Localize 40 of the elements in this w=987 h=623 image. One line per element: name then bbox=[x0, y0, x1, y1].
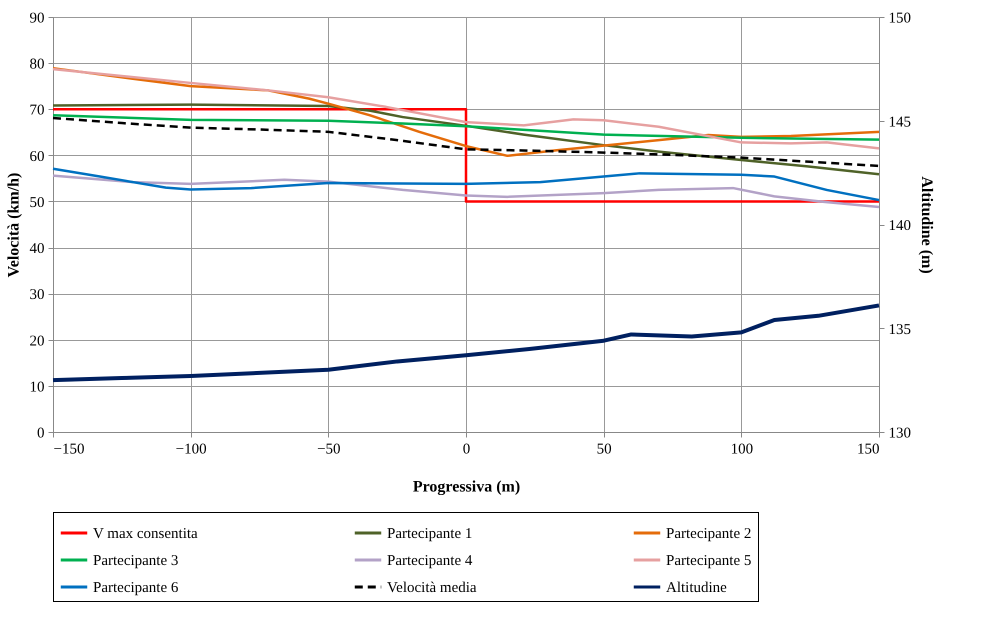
line-series bbox=[51, 303, 881, 382]
y2-tick-label: 150 bbox=[888, 10, 911, 26]
x-tick-label: −150 bbox=[54, 442, 84, 458]
y-tick-label: 60 bbox=[30, 148, 44, 165]
x-tick-label: −50 bbox=[317, 442, 341, 458]
y-tick-label: 90 bbox=[30, 10, 44, 26]
line-series bbox=[52, 174, 880, 208]
y-axis-title: Velocità (km/h) bbox=[6, 172, 22, 278]
y-tick-label: 0 bbox=[37, 426, 44, 442]
line-series bbox=[52, 116, 880, 168]
y2-tick-label: 145 bbox=[888, 114, 911, 130]
y2-tick-label: 130 bbox=[888, 426, 911, 442]
legend-label: V max consentita bbox=[93, 526, 198, 542]
legend-label: Partecipante 2 bbox=[666, 526, 752, 542]
legend-label: Partecipante 6 bbox=[93, 580, 179, 596]
y-tick-label: 10 bbox=[30, 379, 44, 396]
legend-label: Velocità media bbox=[387, 580, 477, 596]
legend-label: Partecipante 5 bbox=[666, 553, 752, 569]
y-tick-label: 20 bbox=[30, 333, 44, 350]
y2-tick-label: 135 bbox=[888, 322, 911, 338]
line-series bbox=[52, 103, 880, 176]
x-tick-label: 150 bbox=[857, 442, 880, 458]
y-tick-label: 30 bbox=[30, 287, 44, 304]
y2-axis-title: Altitudine (m) bbox=[918, 176, 935, 274]
y-tick-label: 80 bbox=[30, 56, 44, 73]
line-series bbox=[52, 167, 880, 202]
x-axis-title: Progressiva (m) bbox=[412, 478, 520, 496]
legend-label: Partecipante 3 bbox=[93, 553, 178, 569]
y2-tick-label: 140 bbox=[888, 218, 911, 234]
legend-label: Altitudine bbox=[666, 580, 728, 596]
y-tick-label: 40 bbox=[30, 241, 44, 258]
x-tick-label: 50 bbox=[596, 442, 612, 458]
x-tick-label: 100 bbox=[730, 442, 754, 458]
x-tick-label: −100 bbox=[176, 442, 207, 458]
legend-label: Partecipante 1 bbox=[387, 526, 472, 542]
legend-label: Partecipante 4 bbox=[387, 553, 473, 569]
x-tick-label: 0 bbox=[462, 442, 470, 458]
line-series bbox=[52, 114, 880, 141]
y-tick-label: 70 bbox=[30, 102, 44, 119]
y-tick-label: 50 bbox=[30, 194, 44, 211]
